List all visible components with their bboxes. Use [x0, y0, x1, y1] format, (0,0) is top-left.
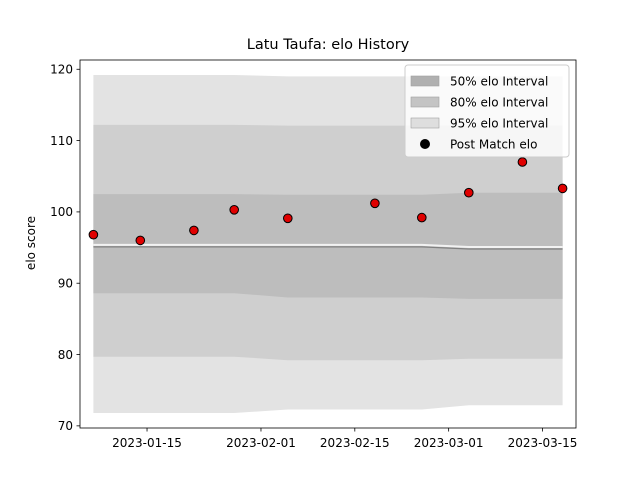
legend-swatch-95-elo-interval: [410, 117, 440, 129]
legend-marker-post-match-elo: [420, 139, 430, 149]
y-tick-label-110: 110: [50, 134, 73, 148]
legend-label-post-match-elo: Post Match elo: [450, 137, 537, 151]
axes-frame: [79, 59, 577, 429]
data-point-3: [189, 225, 199, 236]
y-tick-label-120: 120: [50, 63, 73, 77]
x-tick-label-2023-03-15: 2023-03-15: [508, 436, 578, 450]
data-point-5: [283, 213, 293, 224]
data-point-8: [464, 187, 474, 198]
x-tick-label-2023-02-15: 2023-02-15: [320, 436, 390, 450]
y-tick-label-100: 100: [50, 205, 73, 219]
data-point-4: [229, 205, 239, 215]
legend-label-80-elo-interval: 80% elo Interval: [450, 95, 548, 109]
mean-line-highlight: [93, 243, 563, 248]
x-tick-label-2023-03-01: 2023-03-01: [414, 436, 484, 450]
x-tick-label-2023-02-01: 2023-02-01: [226, 436, 296, 450]
chart-title: Latu Taufa: elo History: [247, 37, 410, 53]
plot-marks: [93, 75, 563, 413]
data-point-2: [135, 235, 146, 246]
plot-area: 70 80 90 100 110 120 2023-01-15 2023-02-01 2023-…: [50, 59, 578, 450]
y-tick-label-70: 70: [58, 419, 73, 433]
legend: 50% elo Interval 80% elo Interval 95% elo …: [404, 64, 570, 158]
mean-line: [93, 246, 563, 250]
legend-label-95-elo-interval: 95% elo Interval: [450, 116, 548, 130]
legend-swatch-50-elo-interval: [410, 75, 440, 87]
y-axis-title: elo score: [24, 216, 38, 270]
y-tick-label-90: 90: [58, 277, 73, 291]
data-point-1: [88, 229, 99, 240]
legend-label-50-elo-interval: 50% elo Interval: [450, 74, 548, 88]
data-point-10: [557, 183, 568, 194]
data-point-9: [517, 157, 528, 167]
data-point-6: [370, 198, 380, 209]
data-point-7: [417, 212, 427, 223]
legend-swatch-80-elo-interval: [410, 96, 440, 108]
y-tick-label-80: 80: [58, 348, 73, 362]
legend-box: [404, 64, 570, 158]
x-tick-label-2023-01-15: 2023-01-15: [112, 436, 182, 450]
